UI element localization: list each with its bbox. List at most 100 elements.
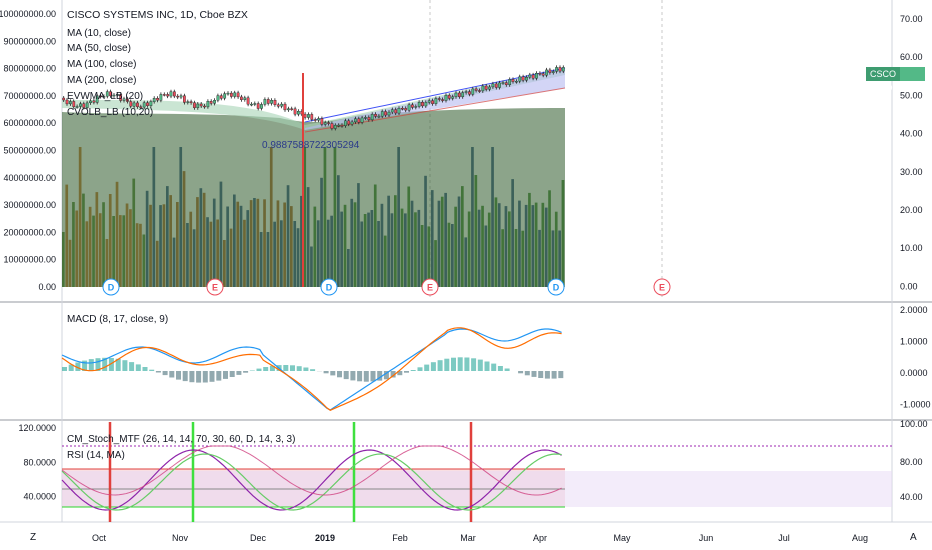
candle-body — [239, 96, 243, 100]
candle-body — [320, 118, 324, 125]
macd-histogram-bar — [551, 371, 557, 379]
candle-body — [250, 103, 253, 106]
left-axis-label: 60000000.00 — [3, 118, 56, 128]
regression-upper — [304, 67, 566, 123]
candle-body — [451, 96, 455, 99]
candle-body — [431, 100, 434, 104]
candle-body — [357, 118, 361, 123]
macd-axis-label: 1.0000 — [900, 337, 928, 347]
study-evwma[interactable]: EVWMA_LB (20) — [67, 91, 144, 102]
candle-body — [538, 72, 542, 75]
macd-histogram-bar — [303, 367, 309, 371]
macd-histogram-bar — [229, 371, 235, 377]
macd-histogram-bar — [430, 362, 436, 371]
candle-body — [125, 98, 129, 102]
event-marker-label: E — [212, 283, 218, 293]
time-axis-label: Oct — [92, 533, 107, 543]
candle-body — [172, 91, 176, 97]
candle-body — [109, 91, 112, 97]
zoom-corner-button[interactable]: Z — [30, 532, 37, 543]
study-ma200[interactable]: MA (200, close) — [67, 75, 137, 86]
left-axis-label: 0.00 — [38, 282, 56, 292]
event-marker — [421, 278, 439, 296]
candle-body — [384, 111, 387, 116]
macd-histogram-bar — [310, 369, 316, 371]
candle-body — [548, 69, 552, 73]
candle-body — [179, 95, 183, 98]
study-ma100[interactable]: MA (100, close) — [67, 59, 137, 70]
candle-body — [458, 92, 461, 97]
macd-histogram-bar — [135, 364, 141, 371]
candle-body — [313, 119, 317, 121]
macd-histogram-bar — [410, 370, 416, 371]
candle-body — [270, 99, 273, 104]
candle-body — [219, 95, 223, 99]
candle-body — [166, 94, 170, 97]
candle-body — [129, 101, 133, 107]
study-cvolb[interactable]: CVOLB_LB (10,20) — [67, 107, 154, 118]
candle-body — [344, 120, 347, 127]
candle-body — [434, 98, 438, 104]
macd-histogram-bar — [484, 361, 490, 371]
event-marker — [320, 278, 338, 296]
macd-histogram-bar — [216, 371, 222, 381]
left-axis-label: 80000000.00 — [3, 64, 56, 74]
candle-body — [256, 103, 260, 109]
macd-histogram-bar — [202, 371, 208, 383]
candle-body — [545, 69, 548, 76]
candle-body — [360, 117, 364, 123]
candle-body — [162, 94, 166, 96]
rsi-line — [61, 445, 562, 496]
candle-body — [122, 98, 126, 101]
auto-scale-button[interactable]: A — [910, 532, 917, 543]
candle-body — [377, 115, 381, 118]
candle-body — [243, 97, 247, 100]
candle-body — [427, 100, 431, 103]
candle-body — [347, 120, 351, 125]
candle-body — [511, 79, 515, 82]
candle-body — [283, 103, 287, 111]
macd-histogram-bar — [464, 357, 470, 371]
macd-histogram-bar — [477, 359, 483, 371]
left-axis-label: 50000000.00 — [3, 146, 56, 156]
macd-histogram-bar — [397, 371, 403, 376]
macd-histogram-bar — [491, 363, 497, 371]
candle-body — [236, 92, 240, 98]
candle-body — [323, 122, 327, 125]
event-marker — [206, 278, 224, 296]
time-axis-label: Jun — [699, 533, 714, 543]
candle-body — [468, 91, 471, 95]
candle-body — [330, 123, 334, 129]
macd-title[interactable]: MACD (8, 17, close, 9) — [67, 314, 169, 325]
candle-body — [132, 102, 136, 107]
candle-body — [317, 118, 320, 121]
candle-body — [340, 125, 344, 127]
macd-histogram-bar — [283, 365, 289, 371]
candle-body — [79, 103, 82, 107]
macd-axis-label: 2.0000 — [900, 305, 928, 315]
stoch-title[interactable]: CM_Stoch_MTF (26, 14, 14, 70, 30, 60, D,… — [67, 434, 296, 445]
macd-histogram-bar — [122, 360, 128, 371]
candle-body — [149, 101, 153, 106]
candle-body — [102, 96, 106, 98]
macd-histogram-bar — [457, 357, 463, 371]
macd-histogram-bar — [370, 371, 376, 382]
macd-histogram-bar — [518, 371, 524, 374]
macd-histogram-bar — [95, 358, 101, 371]
candle-body — [260, 104, 263, 109]
candle-body — [474, 88, 478, 91]
study-ma10[interactable]: MA (10, close) — [67, 28, 131, 39]
rsi-title[interactable]: RSI (14, MA) — [67, 450, 125, 461]
candle-body — [209, 100, 213, 104]
macd-histogram-bar — [68, 364, 74, 371]
macd-histogram-bar — [538, 371, 544, 378]
candle-body — [380, 111, 384, 117]
time-axis-label: Nov — [172, 533, 189, 543]
candle-body — [139, 106, 143, 108]
study-ma50[interactable]: MA (50, close) — [67, 43, 131, 54]
left-axis-label: 20000000.00 — [3, 227, 56, 237]
macd-histogram-bar — [424, 364, 430, 371]
candle-body — [421, 101, 424, 107]
